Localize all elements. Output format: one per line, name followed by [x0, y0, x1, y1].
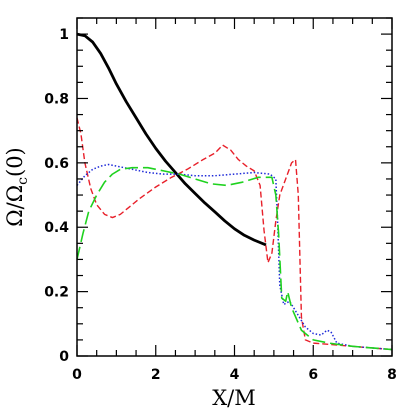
y-axis-title-group: Ω/Ωc(0): [3, 147, 31, 227]
y-tick-label: 0: [59, 349, 69, 365]
y-axis-title-main: Ω/Ω: [3, 185, 27, 227]
y-axis-title-suffix: (0): [3, 147, 27, 177]
x-axis-title: X/M: [212, 386, 256, 410]
y-axis-title-subscript: c: [15, 177, 31, 185]
y-axis-title: Ω/Ωc(0): [3, 147, 31, 227]
series-line-0: [76, 32, 267, 247]
plot-lines: [76, 32, 393, 351]
y-tick-label: 0.8: [44, 91, 69, 107]
x-tick-label: 6: [308, 367, 318, 383]
axis-tick-labels: 0 2 4 6 8 0 0.2 0.4 0.6 0.8 1: [44, 27, 397, 383]
x-tick-label: 2: [151, 367, 161, 383]
series-line-1: [76, 117, 393, 351]
axis-ticks: [76, 17, 393, 357]
plot-frame: [76, 17, 393, 357]
y-tick-label: 1: [59, 27, 69, 43]
series-line-2: [76, 163, 393, 351]
y-tick-label: 0.2: [44, 285, 69, 301]
x-tick-label: 4: [230, 367, 240, 383]
series-line-3: [76, 166, 393, 351]
y-tick-label: 0.6: [44, 156, 69, 172]
y-tick-label: 0.4: [44, 220, 69, 236]
x-tick-label: 8: [387, 367, 397, 383]
x-tick-label: 0: [72, 367, 82, 383]
